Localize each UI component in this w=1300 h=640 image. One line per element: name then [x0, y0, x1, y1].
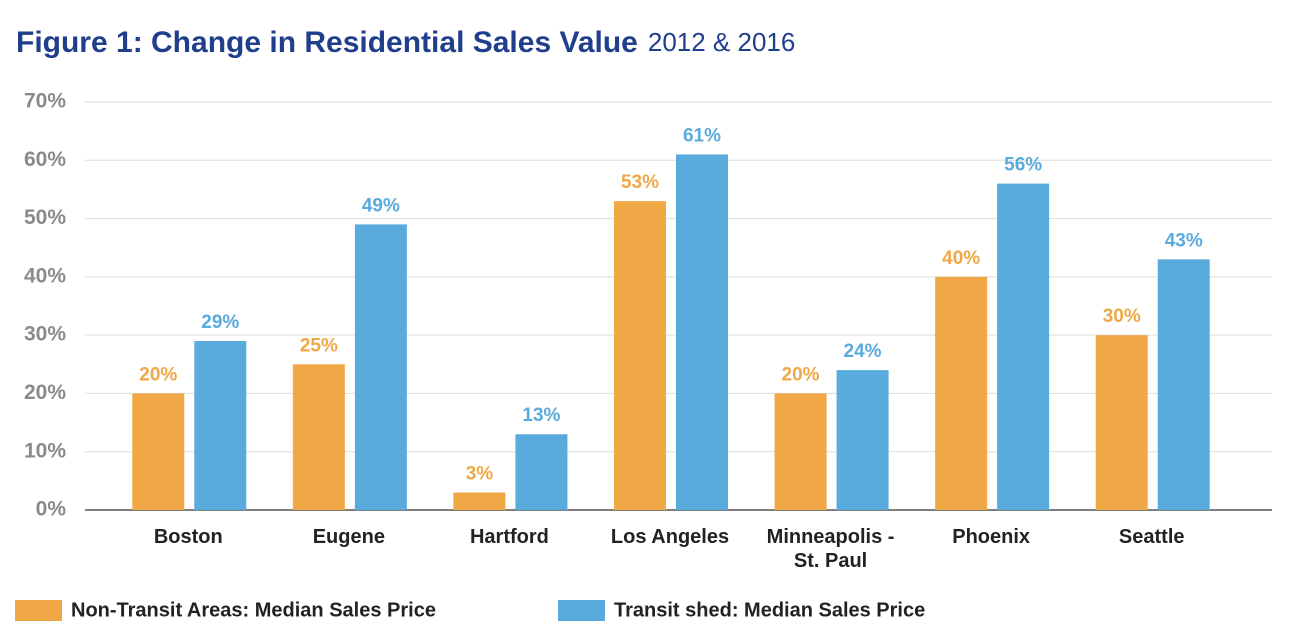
bar [132, 393, 185, 510]
value-label: 24% [844, 341, 882, 362]
value-label: 49% [362, 195, 400, 216]
bar [997, 183, 1050, 510]
legend-swatch [15, 600, 62, 621]
value-label: 30% [1103, 306, 1141, 327]
x-tick-label: Phoenix [952, 526, 1031, 548]
legend-label: Non-Transit Areas: Median Sales Price [71, 599, 436, 621]
x-tick-label: Seattle [1118, 526, 1185, 548]
value-label: 56% [1004, 155, 1042, 176]
legend-label: Transit shed: Median Sales Price [614, 599, 925, 621]
y-tick-label: 30% [24, 323, 66, 346]
y-tick-label: 0% [36, 498, 67, 521]
value-label: 40% [942, 248, 980, 269]
value-label: 53% [621, 172, 659, 193]
chart-subtitle: 2012 & 2016 [648, 27, 795, 57]
value-label: 61% [683, 125, 721, 146]
bar [1095, 335, 1148, 510]
x-tick-label: Hartford [469, 526, 549, 548]
bar [194, 340, 247, 510]
value-label: 20% [139, 364, 177, 385]
bar [774, 393, 827, 510]
y-tick-label: 40% [24, 264, 66, 287]
x-tick-label: Los Angeles [610, 526, 730, 548]
y-tick-label: 60% [24, 148, 66, 171]
y-tick-label: 10% [24, 439, 66, 462]
value-label: 43% [1165, 230, 1203, 251]
bar [676, 154, 728, 510]
bar [515, 434, 568, 510]
chart-title: Figure 1: Change in Residential Sales Va… [16, 26, 638, 59]
bar [836, 370, 889, 510]
value-label: 29% [201, 312, 239, 333]
x-tick-label: Eugene [312, 526, 385, 548]
value-label: 20% [782, 364, 820, 385]
legend-swatch [558, 600, 605, 621]
bar [354, 224, 407, 510]
value-label: 25% [300, 335, 338, 356]
y-tick-label: 20% [24, 381, 66, 404]
value-label: 3% [466, 464, 494, 485]
bar [614, 201, 666, 511]
bar [1157, 259, 1210, 510]
chart-heading: Figure 1: Change in Residential Sales Va… [16, 26, 795, 59]
y-tick-label: 70% [24, 90, 66, 113]
bar [453, 492, 506, 510]
y-tick-label: 50% [24, 206, 66, 229]
bar [292, 364, 345, 510]
value-label: 13% [522, 405, 560, 426]
bar [935, 276, 988, 510]
x-tick-label: Boston [153, 526, 223, 548]
x-tick-label: Minneapolis - St. Paul [766, 526, 895, 572]
